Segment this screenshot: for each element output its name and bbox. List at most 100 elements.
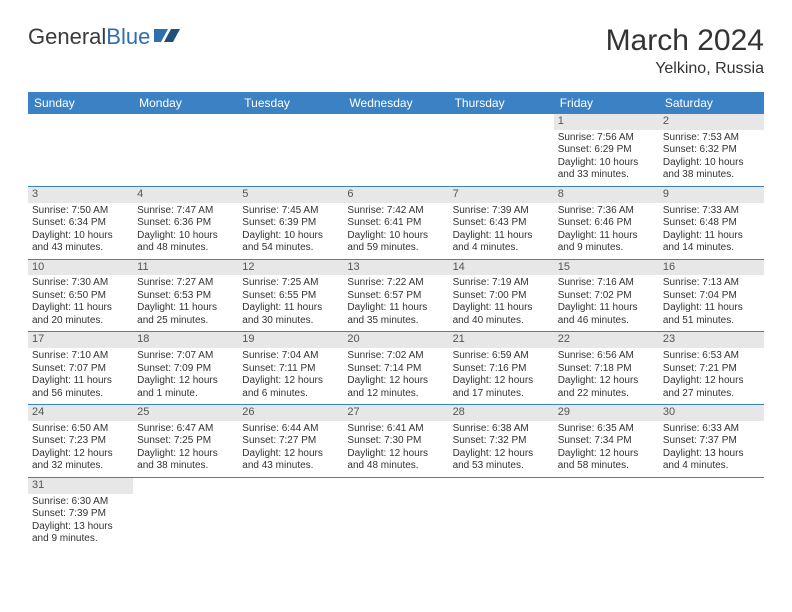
sunrise-text: Sunrise: 6:44 AM [242,423,339,436]
daylight-text: Daylight: 11 hours and 51 minutes. [663,302,760,327]
sunset-text: Sunset: 7:07 PM [32,363,129,376]
sunset-text: Sunset: 7:34 PM [558,435,655,448]
day-number: 23 [659,332,764,348]
calendar-cell [133,114,238,186]
calendar-cell [449,114,554,186]
flag-icon [154,24,180,50]
sunset-text: Sunset: 7:09 PM [137,363,234,376]
sunset-text: Sunset: 7:11 PM [242,363,339,376]
sunrise-text: Sunrise: 6:30 AM [32,496,129,509]
sunset-text: Sunset: 7:39 PM [32,508,129,521]
calendar-cell: 27Sunrise: 6:41 AMSunset: 7:30 PMDayligh… [343,405,448,478]
calendar-week: 1Sunrise: 7:56 AMSunset: 6:29 PMDaylight… [28,114,764,186]
calendar-body: 1Sunrise: 7:56 AMSunset: 6:29 PMDaylight… [28,114,764,550]
calendar-cell: 19Sunrise: 7:04 AMSunset: 7:11 PMDayligh… [238,332,343,405]
sunrise-text: Sunrise: 6:47 AM [137,423,234,436]
calendar-week: 10Sunrise: 7:30 AMSunset: 6:50 PMDayligh… [28,259,764,332]
day-number: 28 [449,405,554,421]
calendar-cell [343,477,448,549]
calendar-cell: 1Sunrise: 7:56 AMSunset: 6:29 PMDaylight… [554,114,659,186]
calendar-cell [133,477,238,549]
calendar-week: 24Sunrise: 6:50 AMSunset: 7:23 PMDayligh… [28,405,764,478]
calendar-cell: 23Sunrise: 6:53 AMSunset: 7:21 PMDayligh… [659,332,764,405]
day-number: 24 [28,405,133,421]
sunset-text: Sunset: 7:04 PM [663,290,760,303]
daylight-text: Daylight: 13 hours and 9 minutes. [32,521,129,546]
calendar-cell [28,114,133,186]
calendar-cell [343,114,448,186]
calendar-cell [449,477,554,549]
sunset-text: Sunset: 6:36 PM [137,217,234,230]
day-number: 27 [343,405,448,421]
sunset-text: Sunset: 6:39 PM [242,217,339,230]
day-number: 18 [133,332,238,348]
sunset-text: Sunset: 7:21 PM [663,363,760,376]
calendar-week: 3Sunrise: 7:50 AMSunset: 6:34 PMDaylight… [28,186,764,259]
calendar-cell [238,477,343,549]
weekday-header: Thursday [449,92,554,114]
sunrise-text: Sunrise: 6:41 AM [347,423,444,436]
calendar-cell: 7Sunrise: 7:39 AMSunset: 6:43 PMDaylight… [449,186,554,259]
calendar-table: SundayMondayTuesdayWednesdayThursdayFrid… [28,92,764,550]
day-number: 19 [238,332,343,348]
sunrise-text: Sunrise: 7:22 AM [347,277,444,290]
sunset-text: Sunset: 6:43 PM [453,217,550,230]
brand-logo: GeneralBlue [28,24,180,50]
sunset-text: Sunset: 6:32 PM [663,144,760,157]
daylight-text: Daylight: 10 hours and 59 minutes. [347,230,444,255]
sunrise-text: Sunrise: 7:36 AM [558,205,655,218]
calendar-cell: 30Sunrise: 6:33 AMSunset: 7:37 PMDayligh… [659,405,764,478]
daylight-text: Daylight: 13 hours and 4 minutes. [663,448,760,473]
sunset-text: Sunset: 7:30 PM [347,435,444,448]
calendar-cell: 12Sunrise: 7:25 AMSunset: 6:55 PMDayligh… [238,259,343,332]
daylight-text: Daylight: 11 hours and 25 minutes. [137,302,234,327]
sunset-text: Sunset: 7:37 PM [663,435,760,448]
calendar-cell: 31Sunrise: 6:30 AMSunset: 7:39 PMDayligh… [28,477,133,549]
sunset-text: Sunset: 7:23 PM [32,435,129,448]
calendar-cell: 9Sunrise: 7:33 AMSunset: 6:48 PMDaylight… [659,186,764,259]
sunset-text: Sunset: 6:55 PM [242,290,339,303]
header: GeneralBlue March 2024 Yelkino, Russia [28,24,764,78]
day-number: 11 [133,260,238,276]
day-number: 12 [238,260,343,276]
sunset-text: Sunset: 6:41 PM [347,217,444,230]
day-number: 9 [659,187,764,203]
daylight-text: Daylight: 11 hours and 9 minutes. [558,230,655,255]
sunrise-text: Sunrise: 7:16 AM [558,277,655,290]
daylight-text: Daylight: 11 hours and 14 minutes. [663,230,760,255]
month-title: March 2024 [606,24,764,58]
sunset-text: Sunset: 7:25 PM [137,435,234,448]
daylight-text: Daylight: 12 hours and 43 minutes. [242,448,339,473]
sunrise-text: Sunrise: 7:10 AM [32,350,129,363]
day-number: 7 [449,187,554,203]
calendar-page: GeneralBlue March 2024 Yelkino, Russia S… [0,0,792,574]
sunrise-text: Sunrise: 7:13 AM [663,277,760,290]
day-number: 30 [659,405,764,421]
day-number: 4 [133,187,238,203]
day-number: 5 [238,187,343,203]
calendar-cell: 26Sunrise: 6:44 AMSunset: 7:27 PMDayligh… [238,405,343,478]
sunrise-text: Sunrise: 7:02 AM [347,350,444,363]
day-number: 26 [238,405,343,421]
calendar-cell: 8Sunrise: 7:36 AMSunset: 6:46 PMDaylight… [554,186,659,259]
calendar-cell: 16Sunrise: 7:13 AMSunset: 7:04 PMDayligh… [659,259,764,332]
calendar-cell: 14Sunrise: 7:19 AMSunset: 7:00 PMDayligh… [449,259,554,332]
daylight-text: Daylight: 11 hours and 35 minutes. [347,302,444,327]
sunrise-text: Sunrise: 7:50 AM [32,205,129,218]
day-number: 13 [343,260,448,276]
sunset-text: Sunset: 7:16 PM [453,363,550,376]
weekday-header: Wednesday [343,92,448,114]
day-number: 3 [28,187,133,203]
day-number: 14 [449,260,554,276]
calendar-cell: 3Sunrise: 7:50 AMSunset: 6:34 PMDaylight… [28,186,133,259]
calendar-cell: 6Sunrise: 7:42 AMSunset: 6:41 PMDaylight… [343,186,448,259]
day-number: 15 [554,260,659,276]
calendar-cell: 25Sunrise: 6:47 AMSunset: 7:25 PMDayligh… [133,405,238,478]
sunrise-text: Sunrise: 6:38 AM [453,423,550,436]
day-number: 29 [554,405,659,421]
sunset-text: Sunset: 7:14 PM [347,363,444,376]
sunset-text: Sunset: 7:18 PM [558,363,655,376]
sunrise-text: Sunrise: 6:53 AM [663,350,760,363]
sunset-text: Sunset: 6:57 PM [347,290,444,303]
sunrise-text: Sunrise: 7:27 AM [137,277,234,290]
